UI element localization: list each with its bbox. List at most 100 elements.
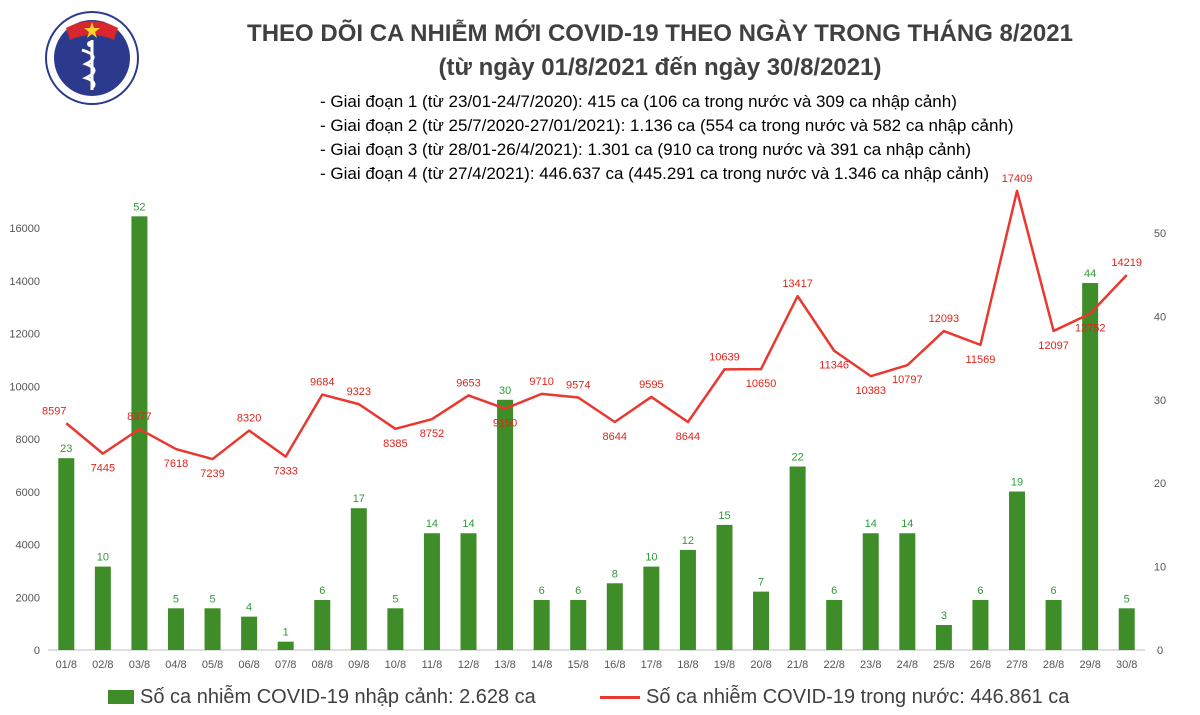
y-left-tick-label: 14000 bbox=[9, 276, 40, 288]
bar-imported bbox=[94, 566, 111, 650]
line-data-label: 8597 bbox=[42, 405, 66, 417]
bar-imported bbox=[497, 399, 514, 650]
line-data-label: 9653 bbox=[456, 377, 480, 389]
bar-imported bbox=[716, 524, 733, 650]
bar-imported bbox=[972, 599, 989, 650]
bar-imported bbox=[131, 216, 148, 650]
line-data-label: 10650 bbox=[746, 378, 777, 390]
stage-1-summary: - Giai đoạn 1 (từ 23/01-24/7/2020): 415 … bbox=[320, 92, 957, 111]
line-data-label: 8377 bbox=[127, 411, 151, 423]
bar-data-label: 4 bbox=[246, 602, 252, 614]
line-data-label: 9710 bbox=[529, 376, 553, 388]
bar-data-label: 44 bbox=[1084, 268, 1096, 280]
y-right-tick-label: 30 bbox=[1154, 395, 1166, 407]
line-data-label: 8752 bbox=[420, 428, 444, 440]
y-right-tick-label: 20 bbox=[1154, 478, 1166, 490]
stage-3-summary: - Giai đoạn 3 (từ 28/01-26/4/2021): 1.30… bbox=[320, 140, 972, 159]
bar-imported bbox=[643, 566, 660, 650]
legend-line-swatch bbox=[600, 695, 640, 699]
bar-data-label: 23 bbox=[60, 443, 72, 455]
bar-data-label: 6 bbox=[831, 585, 837, 597]
bar-imported bbox=[899, 533, 916, 650]
bar-imported bbox=[350, 508, 367, 650]
bar-data-label: 3 bbox=[941, 610, 947, 622]
y-left-tick-label: 6000 bbox=[16, 487, 40, 499]
bar-imported bbox=[204, 608, 221, 650]
x-tick-label: 09/8 bbox=[348, 659, 369, 671]
stage-2-summary: - Giai đoạn 2 (từ 25/7/2020-27/01/2021):… bbox=[320, 116, 1014, 135]
x-tick-label: 04/8 bbox=[165, 659, 186, 671]
x-tick-label: 06/8 bbox=[238, 659, 259, 671]
x-tick-label: 16/8 bbox=[604, 659, 625, 671]
bar-imported bbox=[460, 533, 477, 650]
bar-data-label: 1 bbox=[283, 627, 289, 639]
line-data-label: 9595 bbox=[639, 379, 663, 391]
line-data-label: 11569 bbox=[966, 354, 996, 366]
x-tick-label: 05/8 bbox=[202, 659, 223, 671]
bar-data-label: 14 bbox=[426, 518, 438, 530]
ministry-of-health-logo bbox=[45, 11, 139, 105]
bar-imported bbox=[241, 616, 258, 650]
line-data-label: 7618 bbox=[164, 458, 188, 470]
bar-imported bbox=[423, 533, 440, 650]
line-data-label: 8644 bbox=[603, 431, 627, 443]
bar-imported bbox=[753, 591, 770, 650]
line-data-label: 7445 bbox=[91, 463, 115, 475]
y-right-tick-label: 50 bbox=[1154, 228, 1166, 240]
bar-imported bbox=[1009, 491, 1026, 650]
bar-imported bbox=[679, 549, 696, 650]
bar-imported bbox=[606, 583, 623, 650]
bar-data-label: 6 bbox=[1051, 585, 1057, 597]
line-data-label: 8320 bbox=[237, 413, 261, 425]
bar-data-label: 5 bbox=[209, 593, 215, 605]
bar-data-label: 6 bbox=[319, 585, 325, 597]
bar-data-label: 14 bbox=[901, 518, 913, 530]
bar-imported bbox=[826, 599, 843, 650]
legend-bar-swatch bbox=[108, 690, 134, 704]
chart-title: THEO DÕI CA NHIỄM MỚI COVID-19 THEO NGÀY… bbox=[247, 20, 1073, 47]
line-data-label: 14219 bbox=[1111, 257, 1142, 269]
line-data-label: 10383 bbox=[855, 385, 886, 397]
line-data-label: 17409 bbox=[1002, 173, 1033, 185]
line-data-label: 10639 bbox=[709, 351, 740, 363]
y-left-tick-label: 4000 bbox=[16, 540, 40, 552]
x-tick-label: 12/8 bbox=[458, 659, 479, 671]
bar-data-label: 5 bbox=[392, 593, 398, 605]
line-data-label: 9574 bbox=[566, 379, 590, 391]
bar-data-label: 8 bbox=[612, 568, 618, 580]
bar-imported bbox=[570, 599, 587, 650]
line-domestic bbox=[65, 189, 1128, 461]
bar-data-label: 7 bbox=[758, 577, 764, 589]
bar-imported bbox=[935, 624, 952, 650]
x-tick-label: 02/8 bbox=[92, 659, 113, 671]
bar-data-label: 6 bbox=[977, 585, 983, 597]
legend-imported: Số ca nhiễm COVID-19 nhập cảnh: 2.628 ca bbox=[108, 682, 536, 712]
bar-imported bbox=[1045, 599, 1062, 650]
x-tick-label: 14/8 bbox=[531, 659, 552, 671]
y-left-tick-label: 2000 bbox=[16, 592, 40, 604]
x-tick-label: 28/8 bbox=[1043, 659, 1064, 671]
x-tick-label: 13/8 bbox=[494, 659, 515, 671]
bar-data-label: 10 bbox=[645, 552, 657, 564]
x-tick-label: 20/8 bbox=[750, 659, 771, 671]
line-data-label: 12097 bbox=[1038, 340, 1069, 352]
bar-data-label: 15 bbox=[718, 510, 730, 522]
y-left-tick-label: 16000 bbox=[9, 223, 40, 235]
line-data-label: 9684 bbox=[310, 377, 334, 389]
y-left-tick-label: 12000 bbox=[9, 329, 40, 341]
bar-imported bbox=[1082, 283, 1099, 650]
x-tick-label: 22/8 bbox=[823, 659, 844, 671]
y-left-tick-label: 0 bbox=[34, 645, 40, 657]
bar-imported bbox=[862, 533, 879, 650]
bar-imported bbox=[58, 458, 75, 650]
y-right-tick-label: 40 bbox=[1154, 311, 1166, 323]
stage-summary-list: - Giai đoạn 1 (từ 23/01-24/7/2020): 415 … bbox=[320, 90, 1014, 186]
bar-data-label: 12 bbox=[682, 535, 694, 547]
line-data-label: 8644 bbox=[676, 431, 700, 443]
bar-data-label: 6 bbox=[575, 585, 581, 597]
x-tick-label: 07/8 bbox=[275, 659, 296, 671]
x-tick-label: 21/8 bbox=[787, 659, 808, 671]
line-data-label: 12093 bbox=[929, 313, 960, 325]
x-tick-label: 11/8 bbox=[422, 659, 443, 671]
